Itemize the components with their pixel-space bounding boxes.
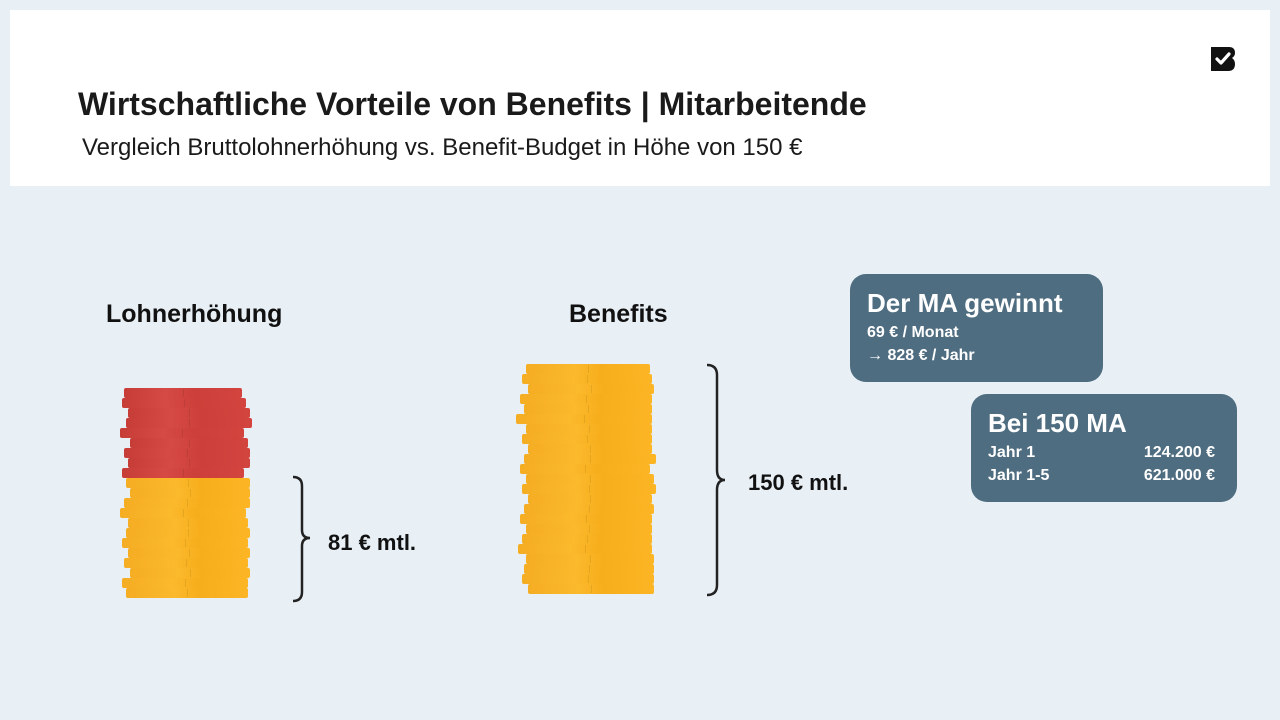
gold-coin: [526, 474, 654, 484]
gold-coin: [526, 524, 652, 534]
employees-box-title: Bei 150 MA: [988, 408, 1127, 438]
gain-box-monthly: 69 € / Monat: [867, 324, 959, 341]
row-year1-5-label: Jahr 1-5: [988, 467, 1050, 484]
red-coin: [128, 458, 250, 468]
gold-coin: [126, 528, 250, 538]
gold-coin: [524, 504, 654, 514]
header-panel: Wirtschaftliche Vorteile von Benefits | …: [10, 10, 1270, 186]
red-coin: [126, 418, 252, 428]
right-bracket: [706, 363, 726, 597]
red-coin: [130, 438, 248, 448]
employees-150-info-box: Bei 150 MA Jahr 1 124.200 € Jahr 1-5 621…: [971, 394, 1237, 502]
red-coin: [122, 468, 244, 478]
red-coin: [124, 388, 242, 398]
gold-coin: [522, 534, 652, 544]
gain-box-yearly: → 828 € / Jahr: [867, 347, 975, 364]
gain-box-title: Der MA gewinnt: [867, 288, 1063, 318]
gold-coin: [124, 498, 250, 508]
gain-info-box: Der MA gewinnt 69 € / Monat → 828 € / Ja…: [850, 274, 1103, 382]
page-title: Wirtschaftliche Vorteile von Benefits | …: [78, 86, 867, 122]
brand-logo-icon: [1211, 47, 1235, 71]
gold-coin: [524, 454, 656, 464]
gold-coin: [130, 488, 250, 498]
gold-coin: [520, 464, 650, 474]
gold-coin: [124, 558, 248, 568]
red-coin: [120, 428, 244, 438]
right-bracket-label: 150 € mtl.: [748, 470, 849, 495]
row-year1-label: Jahr 1: [988, 444, 1036, 461]
gold-coin: [526, 364, 650, 374]
red-coin: [122, 398, 246, 408]
right-stack-label: Benefits: [569, 300, 668, 328]
gold-coin: [126, 588, 248, 598]
gold-coin: [516, 414, 652, 424]
row-year1-value: 124.200 €: [1143, 444, 1215, 461]
gold-coin: [128, 548, 250, 558]
gold-coin: [528, 384, 654, 394]
gold-coin: [528, 444, 652, 454]
gold-coin: [122, 538, 248, 548]
gold-coin: [522, 374, 652, 384]
gold-coin: [528, 494, 652, 504]
gold-coin: [524, 564, 654, 574]
left-bracket-label: 81 € mtl.: [328, 530, 417, 555]
gold-coin: [526, 554, 654, 564]
gold-coin: [520, 514, 652, 524]
gold-coin: [522, 574, 654, 584]
gold-coin: [522, 484, 656, 494]
left-stack-label: Lohnerhöhung: [106, 300, 283, 328]
gold-coin: [526, 424, 652, 434]
gold-coin: [130, 568, 250, 578]
gold-coin: [122, 578, 248, 588]
gold-coin: [520, 394, 652, 404]
gold-coin: [128, 518, 248, 528]
left-bracket: [292, 475, 311, 603]
gold-coin: [524, 404, 652, 414]
red-coin: [128, 408, 250, 418]
red-coin: [124, 448, 250, 458]
gold-coin: [528, 584, 654, 594]
gold-coin: [126, 478, 250, 488]
gold-coin: [120, 508, 246, 518]
row-year1-5-value: 621.000 €: [1143, 467, 1215, 484]
page-subtitle: Vergleich Bruttolohnerhöhung vs. Benefit…: [82, 134, 803, 161]
gold-coin: [518, 544, 652, 554]
gold-coin: [522, 434, 652, 444]
